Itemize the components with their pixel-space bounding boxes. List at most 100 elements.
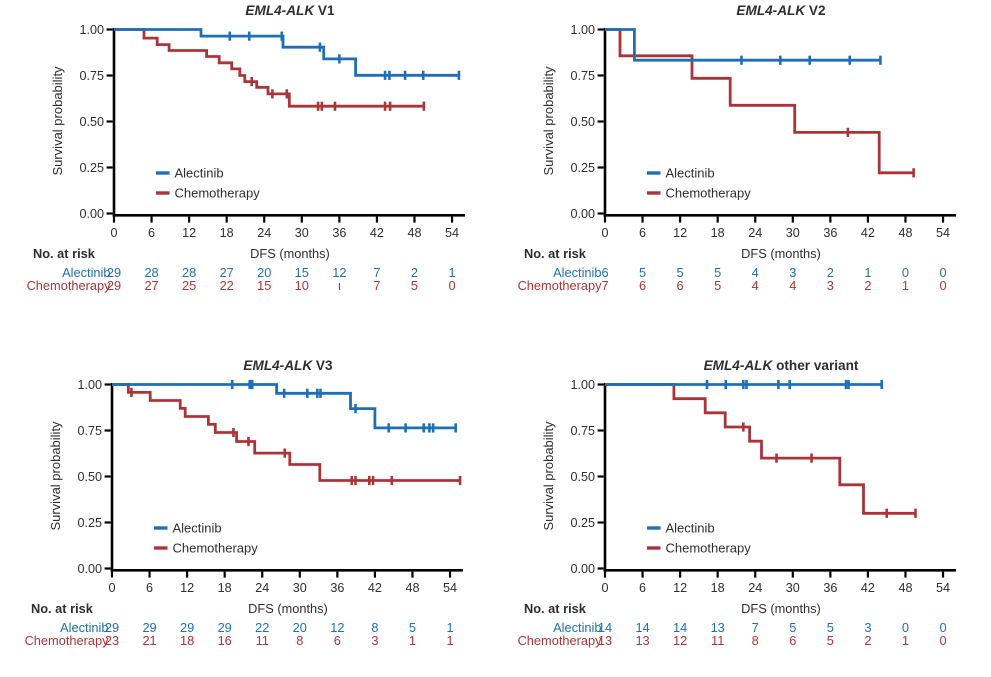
risk-count: 10 [295, 278, 309, 293]
risk-count: 6 [334, 633, 341, 648]
risk-row-label-chemotherapy: Chemotherapy [518, 633, 603, 648]
x-tick-label: 6 [148, 226, 155, 240]
x-tick-label: 30 [295, 226, 309, 240]
legend-swatch-chemotherapy [647, 191, 661, 195]
risk-count: 6 [789, 633, 796, 648]
x-tick-label: 18 [711, 226, 725, 240]
x-tick-label: 24 [257, 226, 271, 240]
risk-table-header: No. at risk [33, 246, 96, 261]
risk-count: 3 [864, 620, 871, 635]
x-tick-label: 0 [110, 226, 117, 240]
risk-row-label-chemotherapy: Chemotherapy [25, 633, 110, 648]
risk-row-label-alectinib: Alectinib [553, 265, 601, 280]
km-plot-svg: 1.000.750.500.250.000 6 12 18 24 30 36 42 48 54Su… [27, 3, 465, 293]
x-axis-title: DFS (months) [741, 601, 821, 616]
risk-count: 1 [864, 265, 871, 280]
panel-title-gene: EML4-ALK [736, 3, 806, 18]
x-tick-label: 54 [443, 581, 457, 595]
risk-count: 13 [635, 633, 649, 648]
legend-swatch-alectinib [154, 526, 168, 530]
risk-count: 14 [673, 620, 687, 635]
risk-count: 29 [107, 278, 121, 293]
risk-count: 22 [220, 278, 234, 293]
y-axis-title: Survival probability [50, 66, 65, 176]
risk-count: 1 [409, 633, 416, 648]
risk-count: 4 [752, 265, 759, 280]
panel-title-variant: other variant [772, 358, 859, 373]
risk-count: 3 [371, 633, 378, 648]
risk-count: 22 [255, 620, 269, 635]
x-tick-label: 36 [330, 581, 344, 595]
y-tick-label: 0.75 [77, 424, 102, 438]
y-tick-label: 1.00 [570, 23, 595, 37]
y-tick-label: 1.00 [570, 378, 595, 392]
risk-count: 12 [332, 265, 346, 280]
y-tick-label: 0.50 [570, 115, 595, 129]
alectinib-censor-marks [230, 379, 457, 433]
risk-count: 11 [711, 633, 724, 648]
x-tick-label: 54 [936, 581, 950, 595]
alectinib-curve [114, 28, 459, 77]
panel-title: EML4-ALK V2 [736, 3, 826, 18]
panel-title-variant: V1 [314, 3, 335, 18]
risk-count: 4 [789, 278, 796, 293]
y-tick-label: 1.00 [77, 378, 102, 392]
chemotherapy-censor-marks [250, 76, 426, 111]
x-tick-label: 42 [861, 581, 875, 595]
risk-count: 4 [752, 278, 759, 293]
x-tick-label: 36 [823, 226, 837, 240]
alectinib-curve [605, 28, 881, 62]
risk-count: 20 [293, 620, 307, 635]
risk-count: 5 [827, 620, 834, 635]
risk-count: 0 [902, 620, 909, 635]
risk-count: 29 [142, 620, 156, 635]
x-tick-label: 18 [220, 226, 234, 240]
x-axis-title: DFS (months) [250, 246, 330, 261]
y-tick-label: 0.75 [79, 69, 104, 83]
risk-count: 0 [448, 278, 455, 293]
panel-title-variant: V3 [312, 358, 333, 373]
panel-title-variant: V2 [805, 3, 826, 18]
legend-label-chemotherapy: Chemotherapy [173, 541, 259, 556]
risk-count: 11 [256, 633, 269, 648]
x-tick-label: 48 [898, 226, 912, 240]
risk-count: 6 [677, 278, 684, 293]
x-tick-label: 30 [786, 581, 800, 595]
risk-count: 6 [601, 265, 608, 280]
panel-eml4-alk-v1: 1.00 0.75 0.50 0.25 0.00 0 6 12 18 24 30 36 42 48 54 Su… [2, 0, 500, 302]
chemotherapy-censor-marks [130, 387, 462, 486]
chemotherapy-censor-marks [846, 127, 915, 178]
risk-row-label-alectinib: Alectinib [553, 620, 601, 635]
risk-count: 8 [296, 633, 303, 648]
x-tick-label: 18 [218, 581, 232, 595]
risk-count: 28 [144, 265, 158, 280]
y-tick-label: 0.00 [77, 562, 102, 576]
km-plot-svg: 1.000.750.500.250.000 6 12 18 24 30 36 42 48 54Su… [518, 358, 956, 648]
legend-label-chemotherapy: Chemotherapy [175, 186, 261, 201]
legend-swatch-chemotherapy [647, 546, 661, 550]
x-axis-title: DFS (months) [248, 601, 328, 616]
panel-eml4-alk-v2: 1.00 0.75 0.50 0.25 0.00 0 6 12 18 24 30 36 42 48 54 Su… [493, 0, 991, 302]
risk-count: 14 [635, 620, 649, 635]
risk-count: 13 [711, 620, 725, 635]
risk-count: 5 [714, 265, 721, 280]
risk-count: 7 [373, 265, 380, 280]
risk-count: 13 [598, 633, 612, 648]
y-tick-label: 0.00 [79, 207, 104, 221]
legend-label-chemotherapy: Chemotherapy [666, 541, 752, 556]
km-plot-svg: 1.000.750.500.250.000 6 12 18 24 30 36 42 48 54Su… [25, 358, 463, 648]
risk-count: 29 [218, 620, 232, 635]
x-tick-label: 0 [601, 581, 608, 595]
risk-row-label-chemotherapy: Chemotherapy [518, 278, 603, 293]
risk-count: 2 [864, 633, 871, 648]
risk-count: 20 [257, 265, 271, 280]
x-tick-label: 6 [639, 581, 646, 595]
risk-table-header: No. at risk [524, 246, 587, 261]
y-axis-title: Survival probability [541, 66, 556, 176]
risk-table-header: No. at risk [524, 601, 587, 616]
risk-count: 0 [939, 620, 946, 635]
risk-count: 15 [295, 265, 309, 280]
legend-label-alectinib: Alectinib [175, 166, 224, 181]
x-tick-label: 30 [786, 226, 800, 240]
